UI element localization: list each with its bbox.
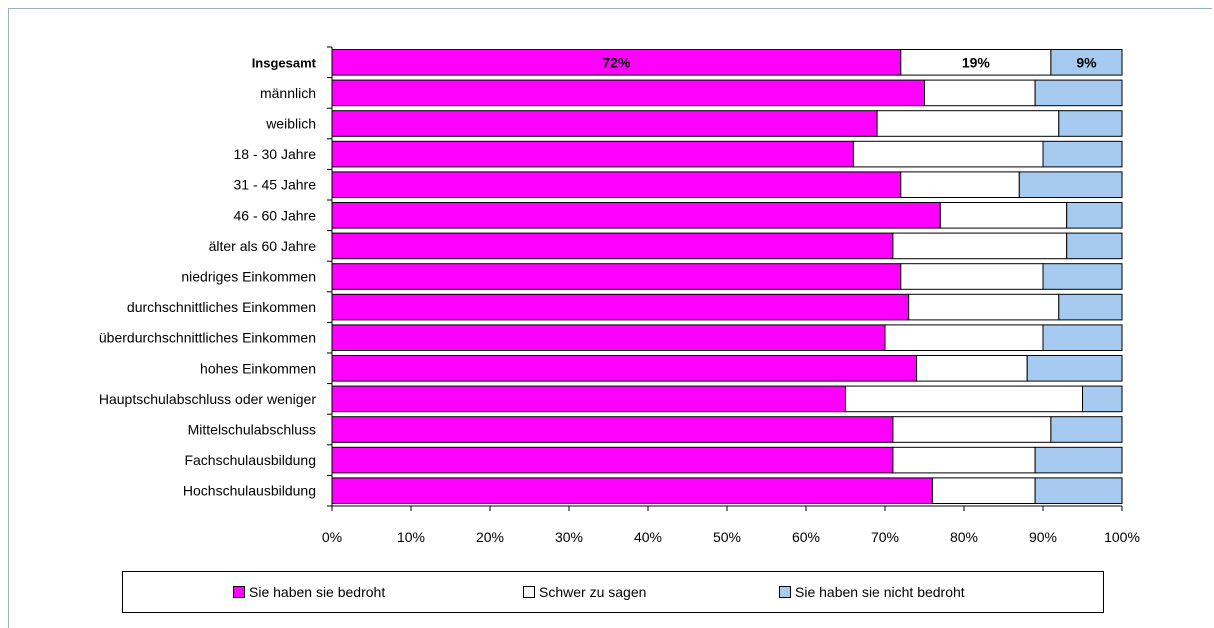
legend-swatch-schwer [523,586,535,598]
bar-segment [1034,79,1123,107]
category-label: 18 - 30 Jahre [234,146,317,162]
bar-segment [916,355,1028,382]
bar-segment [1026,355,1123,382]
x-tick-label: 60% [792,529,820,545]
legend-label-schwer: Schwer zu sagen [539,584,647,600]
legend-swatch-bedroht [233,586,245,598]
bar-segment [884,324,1044,351]
x-tick-label: 50% [713,529,741,545]
bar-segment [892,446,1036,474]
bar-segment [331,446,894,474]
bar-segment [1042,140,1123,168]
bar-segment [1066,232,1123,260]
x-tick-label: 90% [1029,529,1057,545]
category-label: 46 - 60 Jahre [234,207,317,223]
bar-segment [331,49,902,76]
bar-segment [931,477,1036,504]
bar-segment [331,232,894,260]
data-label: 9% [1076,54,1097,70]
bar-segment [331,171,902,198]
bar-segment [939,202,1068,229]
x-tick-label: 30% [555,529,583,545]
bar-segment [1058,293,1123,321]
bar-segment [331,263,902,290]
category-label: weiblich [265,116,316,132]
legend-item-bedroht: Sie haben sie bedroht [233,584,385,600]
bar-segment [900,263,1044,290]
category-label: Insgesamt [252,55,317,70]
bar-segment [900,49,1052,76]
category-label: Mittelschulabschluss [188,422,316,438]
category-label: 31 - 45 Jahre [234,177,317,193]
legend-item-nicht-bedroht: Sie haben sie nicht bedroht [779,584,965,600]
bar-segment [331,355,918,382]
bar-segment [892,416,1052,443]
x-tick-label: 80% [950,529,978,545]
bar-segment [331,416,894,443]
bar-segment [1034,446,1123,474]
legend-item-schwer: Schwer zu sagen [523,584,646,600]
category-label: durchschnittliches Einkommen [127,299,316,315]
chart-legend: Sie haben sie bedroht Schwer zu sagen Si… [122,571,1104,613]
legend-label-bedroht: Sie haben sie bedroht [249,584,386,600]
bar-segment [331,477,933,504]
category-label: Fachschulausbildung [184,452,316,468]
chart-frame [8,8,1212,628]
bar-segment [331,79,925,107]
category-label: Hauptschulabschluss oder weniger [99,391,316,407]
legend-label-nicht-bedroht: Sie haben sie nicht bedroht [795,584,965,600]
bar-segment [924,79,1036,107]
category-label: älter als 60 Jahre [209,238,317,254]
bar-segment [908,293,1060,321]
category-label: niedriges Einkommen [181,269,316,285]
x-tick-label: 40% [634,529,662,545]
category-label: Hochschulausbildung [183,483,316,499]
bar-segment [331,324,886,351]
bar-segment [1050,416,1123,443]
bar-segment [1018,171,1123,198]
bar-segment [876,110,1060,137]
bar-segment [845,385,1083,413]
bar-segment [1050,49,1123,76]
x-tick-label: 100% [1104,529,1140,545]
bar-segment [331,385,846,413]
category-label: überdurchschnittliches Einkommen [99,330,316,346]
data-label: 19% [962,54,991,70]
bar-segment [900,171,1020,198]
x-tick-label: 20% [476,529,504,545]
bar-segment [331,140,854,168]
bar-segment [1082,385,1123,413]
bar-segment [892,232,1068,260]
bar-segment [1058,110,1123,137]
bar-segment [1034,477,1123,504]
x-tick-label: 0% [322,529,342,545]
x-tick-label: 10% [397,529,425,545]
category-label: männlich [260,85,316,101]
x-tick-label: 70% [871,529,899,545]
category-label: hohes Einkommen [200,360,316,376]
legend-swatch-nicht-bedroht [779,586,791,598]
bar-segment [331,110,878,137]
bar-segment [1066,202,1123,229]
bar-segment [852,140,1044,168]
bar-segment [1042,324,1123,351]
bar-segment [331,293,910,321]
data-label: 72% [602,54,631,70]
bar-segment [1042,263,1123,290]
bar-segment [331,202,941,229]
